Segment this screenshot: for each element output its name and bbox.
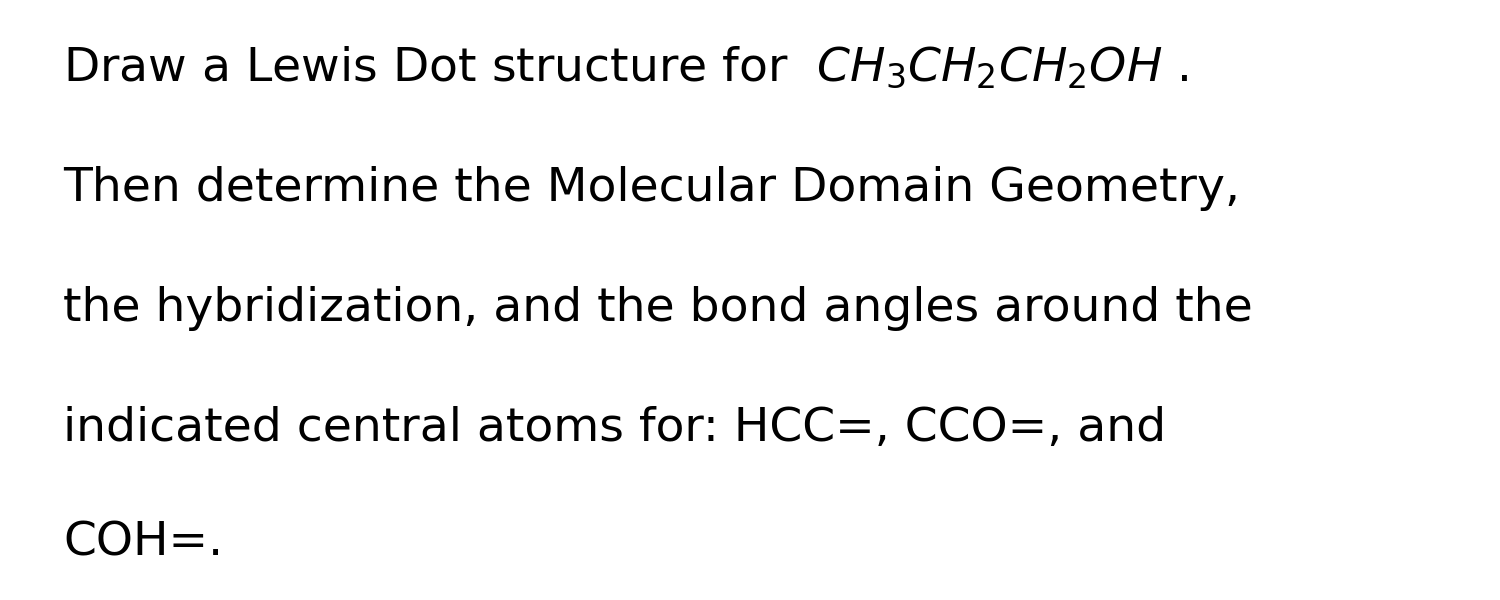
Text: COH=.: COH=. <box>63 520 223 565</box>
Text: the hybridization, and the bond angles around the: the hybridization, and the bond angles a… <box>63 286 1252 331</box>
Text: Draw a Lewis Dot structure for  $\mathit{CH_3CH_2CH_2OH}$ .: Draw a Lewis Dot structure for $\mathit{… <box>63 45 1188 91</box>
Text: indicated central atoms for: HCC=, CCO=, and: indicated central atoms for: HCC=, CCO=,… <box>63 406 1166 451</box>
Text: Then determine the Molecular Domain Geometry,: Then determine the Molecular Domain Geom… <box>63 166 1240 211</box>
